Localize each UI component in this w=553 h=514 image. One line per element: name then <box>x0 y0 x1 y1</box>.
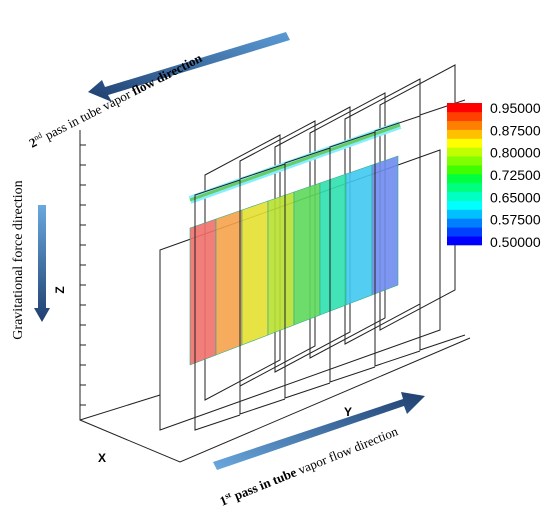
legend-band <box>447 103 482 113</box>
legend-label: 0.95000 <box>490 100 541 116</box>
fin <box>374 115 421 367</box>
tube <box>189 218 217 366</box>
fin <box>284 147 331 399</box>
top-label: 2nd pass in tube vapor flow direction <box>27 50 205 151</box>
tube <box>241 200 269 346</box>
axis-y: Y <box>344 405 352 419</box>
tube <box>345 164 373 306</box>
fin <box>239 163 286 415</box>
legend-label: 0.72500 <box>490 167 541 183</box>
legend-label: 0.50000 <box>490 234 541 250</box>
legend-band <box>447 174 482 184</box>
legend-band <box>447 156 482 166</box>
legend-label: 0.57500 <box>490 212 541 228</box>
model <box>79 64 471 463</box>
legend-band <box>447 120 482 130</box>
frame <box>79 394 161 421</box>
axis-x: X <box>98 451 106 465</box>
tube <box>371 155 399 296</box>
legend-band <box>447 182 482 193</box>
top-arrow <box>88 32 290 102</box>
tube <box>319 173 347 316</box>
legend-band <box>447 147 482 157</box>
bottom-arrow <box>213 392 425 470</box>
tube <box>215 209 243 356</box>
legend-band <box>447 165 482 175</box>
tube <box>267 191 295 336</box>
fin <box>329 131 376 383</box>
axis-z: Z <box>53 286 67 293</box>
legend-band <box>447 236 482 246</box>
fin <box>419 99 466 351</box>
gravity-label: Gravitational force direction <box>11 180 26 339</box>
legend-label: 0.80000 <box>490 145 541 161</box>
legend-band <box>447 138 482 148</box>
fin <box>194 179 241 431</box>
legend-label: 0.65000 <box>490 189 541 205</box>
gravity-arrow <box>34 205 50 322</box>
legend-band <box>447 227 482 237</box>
tube <box>293 182 321 326</box>
legend-band <box>447 200 482 210</box>
legend-band <box>447 129 482 139</box>
legend-band <box>447 218 482 228</box>
legend-band <box>447 111 482 122</box>
legend-band <box>447 191 482 201</box>
frame <box>79 130 471 463</box>
color-legend: 0.95000 0.87500 0.80000 0.72500 0.65000 0.575… <box>447 100 541 250</box>
legend-band <box>447 209 482 219</box>
legend-label: 0.87500 <box>490 122 541 138</box>
tube-upper <box>189 123 401 202</box>
